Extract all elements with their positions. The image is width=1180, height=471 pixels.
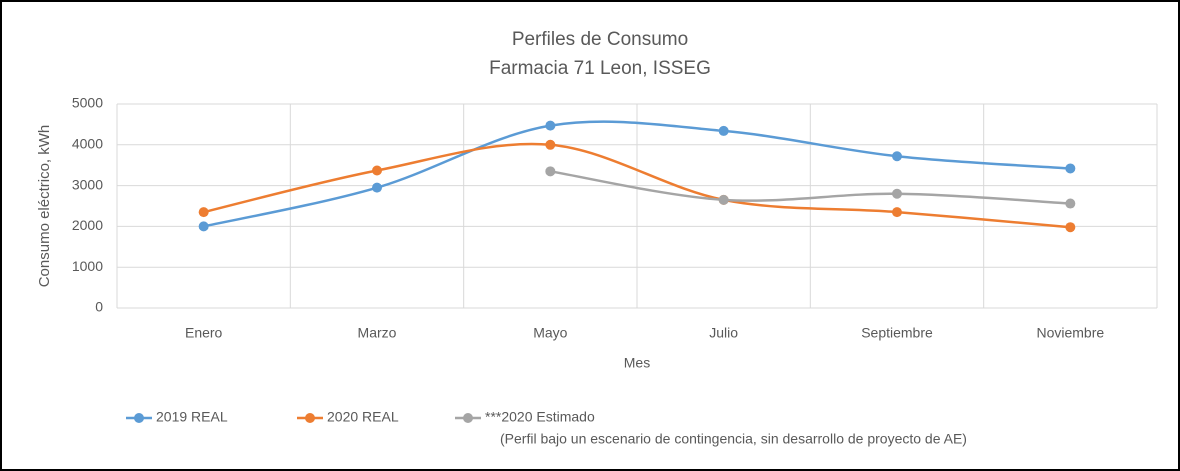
legend-note: (Perfil bajo un escenario de contingenci… bbox=[500, 431, 967, 447]
series-line bbox=[203, 120, 1071, 228]
legend-label: ***2020 Estimado bbox=[485, 409, 595, 425]
y-tick-label: 5000 bbox=[72, 95, 103, 111]
data-point bbox=[892, 188, 902, 199]
legend-label: 2019 REAL bbox=[156, 409, 228, 425]
x-tick-label: Marzo bbox=[358, 325, 397, 341]
y-tick-label: 0 bbox=[95, 299, 103, 315]
y-tick-label: 4000 bbox=[72, 136, 103, 152]
data-point bbox=[198, 221, 209, 232]
data-point bbox=[545, 139, 556, 150]
data-point bbox=[1065, 163, 1076, 174]
data-point bbox=[198, 207, 209, 218]
y-axis-label: Consumo eléctrico, kWh bbox=[36, 125, 53, 288]
data-point bbox=[372, 182, 382, 193]
data-point bbox=[892, 151, 902, 162]
x-tick-label: Noviembre bbox=[1036, 325, 1104, 341]
data-point bbox=[372, 165, 382, 176]
series-line bbox=[203, 142, 1071, 229]
legend-marker bbox=[134, 413, 144, 423]
y-tick-label: 1000 bbox=[72, 258, 103, 274]
legend-marker bbox=[463, 413, 473, 423]
data-point bbox=[1065, 198, 1076, 209]
y-tick-label: 3000 bbox=[72, 176, 103, 192]
data-point bbox=[892, 207, 902, 218]
legend-label: 2020 REAL bbox=[327, 409, 399, 425]
y-tick-label: 2000 bbox=[72, 217, 103, 233]
chart-subtitle: Farmacia 71 Leon, ISSEG bbox=[489, 58, 711, 79]
legend-marker bbox=[305, 413, 315, 423]
data-point bbox=[545, 120, 556, 131]
series-line bbox=[550, 170, 1071, 205]
x-axis-label: Mes bbox=[624, 355, 650, 371]
data-point bbox=[718, 125, 729, 136]
data-point bbox=[718, 194, 729, 205]
data-point bbox=[1065, 222, 1076, 233]
x-tick-label: Septiembre bbox=[861, 325, 933, 341]
chart-title: Perfiles de Consumo bbox=[512, 29, 688, 50]
x-tick-label: Mayo bbox=[533, 325, 567, 341]
x-tick-label: Julio bbox=[709, 325, 738, 341]
x-tick-label: Enero bbox=[185, 325, 223, 341]
data-point bbox=[545, 166, 556, 177]
